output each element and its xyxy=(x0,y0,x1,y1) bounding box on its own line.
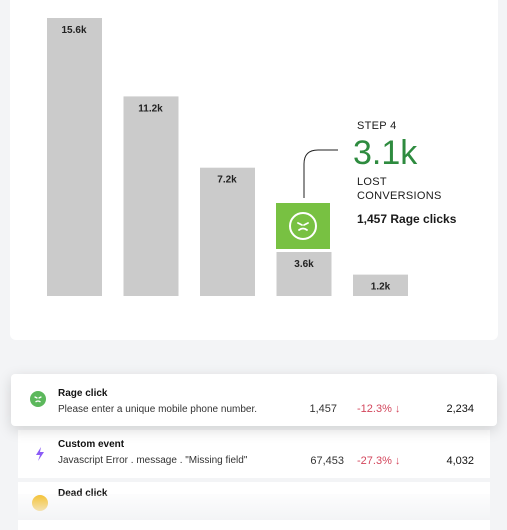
lightning-icon xyxy=(32,446,48,462)
event-description: Javascript Error . message . "Missing fi… xyxy=(58,455,248,466)
bar-4[interactable] xyxy=(276,252,332,296)
event-total: 4,032 xyxy=(446,455,474,467)
event-row-custom-event[interactable]: Custom event Javascript Error . message … xyxy=(18,430,490,478)
bar-label-2: 11.2k xyxy=(138,103,163,114)
event-change: -27.3% ↓ xyxy=(357,455,401,467)
callout-rage-count: 1,457 Rage clicks xyxy=(357,212,457,226)
bar-label-5: 1.2k xyxy=(371,282,391,293)
list-fade-overlay xyxy=(0,494,507,520)
event-total: 2,234 xyxy=(446,403,474,415)
callout-value: 3.1k xyxy=(353,134,418,172)
event-row-rage-click[interactable]: Rage click Please enter a unique mobile … xyxy=(11,374,497,426)
rage-face-icon xyxy=(30,391,46,407)
rage-face-icon xyxy=(289,212,317,240)
bar-2[interactable] xyxy=(123,96,179,297)
bar-5[interactable] xyxy=(353,274,408,296)
event-title: Dead click xyxy=(58,488,107,499)
callout-step-label: STEP 4 xyxy=(357,120,397,132)
bar-1[interactable] xyxy=(47,18,102,296)
event-change: -12.3% ↓ xyxy=(357,403,401,415)
event-count: 1,457 xyxy=(309,403,337,415)
event-count: 67,453 xyxy=(310,455,344,467)
bar-label-3: 7.2k xyxy=(217,175,237,186)
bar-label-4: 3.6k xyxy=(294,259,314,270)
event-title: Custom event xyxy=(58,439,125,450)
callout-description: LOST CONVERSIONS xyxy=(357,176,442,202)
bar-3[interactable] xyxy=(200,167,255,296)
funnel-bar-chart: 15.6k 11.2k 7.2k 3.6k 1.2k xyxy=(47,18,408,297)
bar-label-1: 15.6k xyxy=(61,25,86,36)
event-title: Rage click xyxy=(58,388,108,399)
rage-highlight-box[interactable] xyxy=(276,203,330,249)
callout-connector-line xyxy=(303,149,338,198)
event-description: Please enter a unique mobile phone numbe… xyxy=(58,404,258,415)
funnel-chart-card: 15.6k 11.2k 7.2k 3.6k 1.2k STEP 4 3.1k LOST … xyxy=(10,0,498,340)
